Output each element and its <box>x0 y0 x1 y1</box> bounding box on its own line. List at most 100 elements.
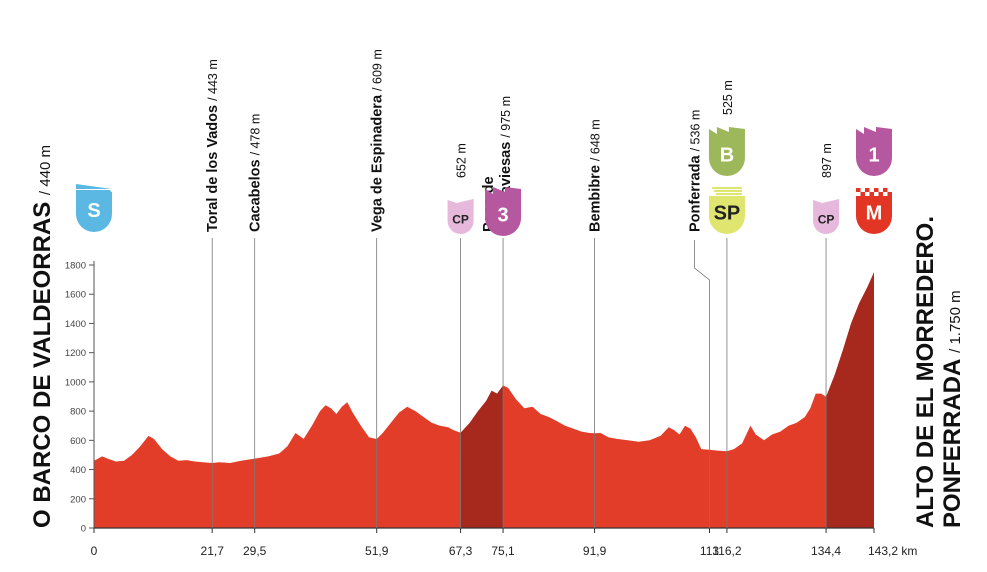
y-tick-label: 400 <box>70 465 86 476</box>
finish-marker: M <box>856 188 892 234</box>
checkpoint-marker: CP <box>813 206 840 234</box>
marker-pennant <box>76 184 112 189</box>
y-tick-label: 1000 <box>65 377 86 388</box>
marker-flag <box>76 190 112 193</box>
start-town-name: O BARCO DE VALDEORRAS <box>29 202 56 528</box>
climb-segment-1 <box>460 385 504 528</box>
waypoint-line <box>694 240 710 528</box>
kom-marker: 3 <box>485 187 522 236</box>
waypoint-altitude: / 975 m <box>499 96 513 138</box>
checkpoint-marker: CP <box>447 206 474 234</box>
marker-checker <box>865 188 870 192</box>
marker-badge-body <box>708 196 745 234</box>
marker-stripe <box>711 187 742 189</box>
markers: S CP 3 B SP CP 1 M <box>76 127 892 236</box>
waypoint-altitude: / 609 m <box>371 49 385 91</box>
x-tick-label: 113 <box>700 544 719 558</box>
waypoint-altitude: / 443 m <box>206 59 220 101</box>
waypoint-label: Bembibre / 648 m <box>588 119 604 232</box>
climb-segment-2 <box>826 272 874 528</box>
marker-badge-body <box>813 206 840 234</box>
bonus-marker: B <box>708 127 745 176</box>
x-tick-label: 91,9 <box>583 544 607 558</box>
waypoint-name: Ponferrada <box>688 151 704 232</box>
waypoint-name: Cacabelos <box>248 155 264 232</box>
y-tick-label: 1800 <box>65 261 86 272</box>
marker-badge-body <box>856 138 892 176</box>
start-marker: S <box>76 184 112 232</box>
marker-stripe <box>715 193 742 195</box>
marker-label: M <box>866 203 883 225</box>
waypoint-altitude: / 478 m <box>249 114 263 156</box>
marker-badge-body <box>76 192 112 232</box>
kom-marker: 1 <box>856 127 892 176</box>
finish-label-line2: PONFERRADA / 1.750 m <box>939 290 966 528</box>
marker-checker <box>887 192 892 196</box>
waypoint-altitude: 525 m <box>721 80 735 115</box>
finish-town-name: PONFERRADA <box>939 359 966 528</box>
marker-label: S <box>87 200 100 222</box>
x-tick-label: 21,7 <box>201 544 225 558</box>
waypoint-name: Bembibre <box>588 161 604 232</box>
waypoint-label: Toral de los Vados / 443 m <box>205 59 221 232</box>
profile-area <box>94 272 874 528</box>
marker-checker <box>869 192 874 196</box>
x-tick-label: 116,2 <box>712 544 741 558</box>
finish-altitude: / 1.750 m <box>947 290 964 353</box>
waypoint-label: Cacabelos / 478 m <box>248 114 264 232</box>
x-tick-label: 134,4 <box>811 544 841 558</box>
y-tick-label: 1600 <box>65 290 86 301</box>
marker-checker <box>878 192 883 196</box>
marker-checker <box>874 188 879 192</box>
marker-label: CP <box>452 212 469 226</box>
marker-checker <box>856 188 861 192</box>
y-tick-label: 0 <box>81 524 86 535</box>
waypoint-lines <box>211 238 827 528</box>
x-tick-label: 75,1 <box>491 544 515 558</box>
marker-label: CP <box>818 212 835 226</box>
y-tick-label: 600 <box>70 436 86 447</box>
y-axis: 0 200 400 600 800 1000 1200 1400 1600 1800 <box>65 261 95 535</box>
marker-checker <box>860 192 865 196</box>
marker-stripe <box>713 190 742 192</box>
start-town-altitude: / 440 m <box>37 145 54 195</box>
waypoint-label: Vega de Espinadera / 609 m <box>370 49 386 232</box>
marker-badge-body <box>856 196 892 234</box>
waypoint-label: Ponferrada / 536 m <box>688 110 704 232</box>
marker-label: 1 <box>868 145 879 167</box>
marker-badge-body <box>708 138 745 176</box>
marker-label: 3 <box>498 205 509 227</box>
profile-area-group <box>94 272 874 528</box>
marker-crown <box>485 187 522 198</box>
x-tick-label: 29,5 <box>243 544 267 558</box>
checkpoint-cap <box>447 199 474 206</box>
waypoint-label: 652 m <box>455 143 469 178</box>
y-tick-label: 200 <box>70 494 86 505</box>
waypoint-name: Toral de los Vados <box>205 101 221 232</box>
y-tick-label: 800 <box>70 407 86 418</box>
waypoint-altitude: / 648 m <box>589 119 603 161</box>
y-tick-label: 1400 <box>65 319 86 330</box>
marker-label: SP <box>714 203 741 225</box>
marker-crown <box>708 127 745 138</box>
sprint-marker: SP <box>708 187 745 234</box>
x-tick-label: 0 <box>91 544 98 558</box>
waypoint-label: 897 m <box>820 143 834 178</box>
x-tick-label: 51,9 <box>365 544 389 558</box>
waypoint-altitude: / 536 m <box>689 110 703 152</box>
waypoint-name: Vega de Espinadera <box>370 91 386 232</box>
checkpoint-cap <box>813 199 840 206</box>
marker-badge-body <box>485 198 522 236</box>
marker-crown <box>856 127 892 138</box>
marker-label: B <box>720 145 734 167</box>
marker-checker <box>883 188 888 192</box>
marker-badge-body <box>447 206 474 234</box>
start-town-label: O BARCO DE VALDEORRAS / 440 m <box>29 145 56 528</box>
waypoint-label: 525 m <box>721 80 735 115</box>
waypoint-altitude: 652 m <box>455 143 469 178</box>
x-tick-label: 67,3 <box>449 544 473 558</box>
x-tick-label: 143,2 km <box>868 544 917 558</box>
finish-label-line1: ALTO DE EL MORREDERO. <box>912 216 939 528</box>
